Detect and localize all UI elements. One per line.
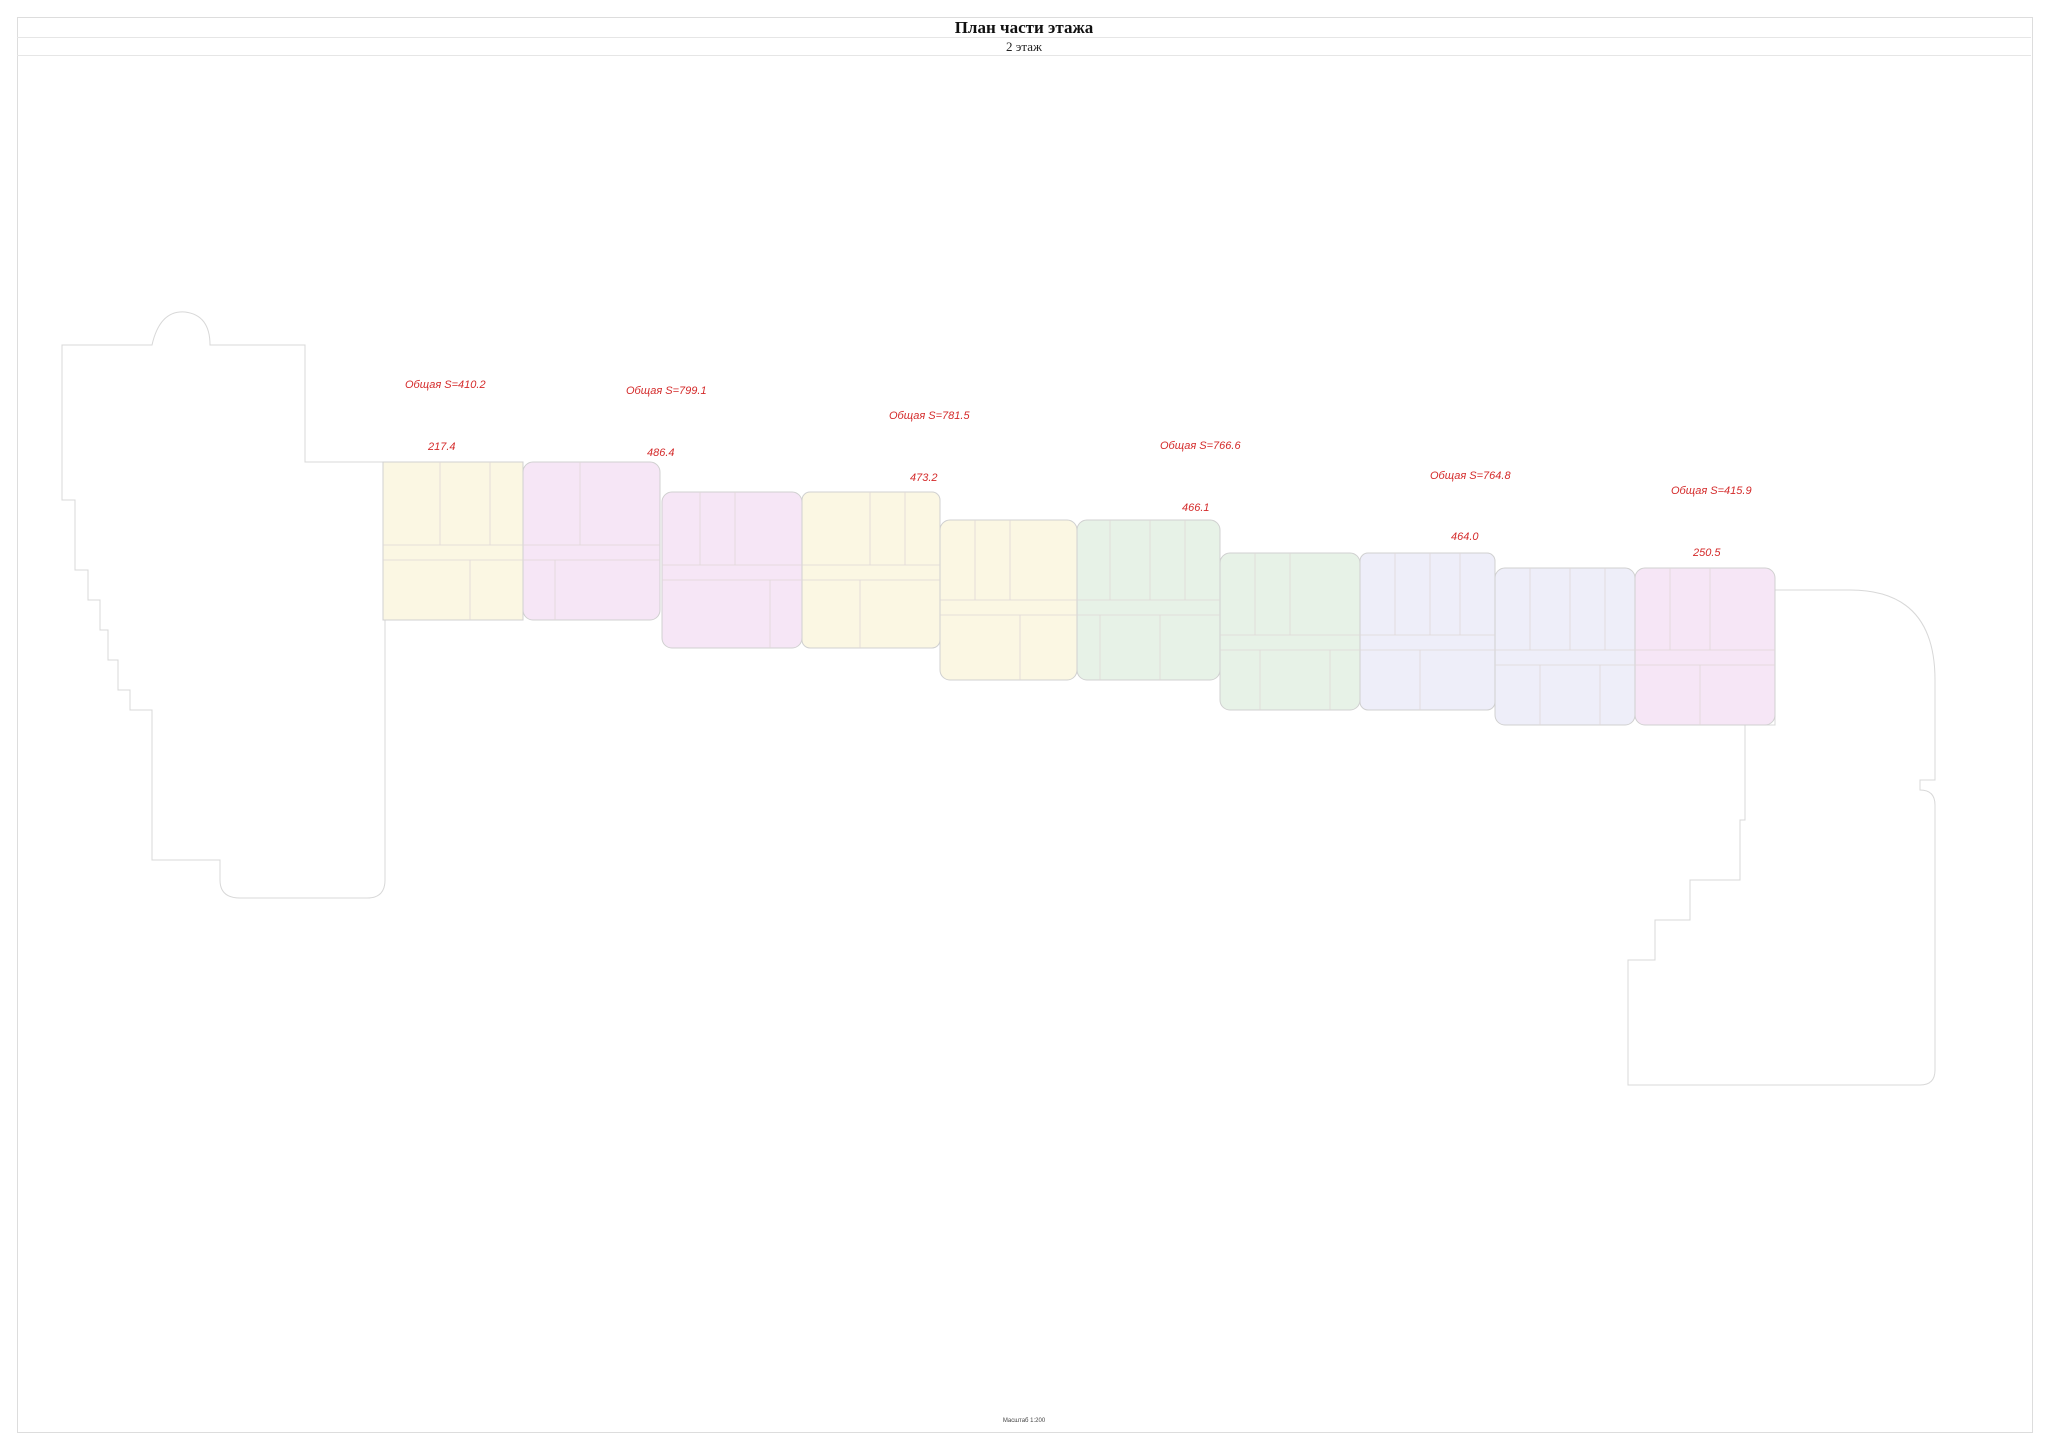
section-5-pink [1634, 567, 1776, 726]
section-annotations: Общая S=410.2 217.4 Общая S=799.1 486.4 … [405, 379, 1752, 559]
section-4-lavender [1359, 552, 1496, 711]
section-4-total: Общая S=766.6 [1160, 440, 1241, 452]
section-4-area: 466.1 [1182, 502, 1210, 514]
drawing-title: План части этажа [17, 17, 2031, 38]
section-1-total: Общая S=410.2 [405, 379, 486, 391]
section-6-total: Общая S=415.9 [1671, 485, 1752, 497]
section-1-yellow [382, 461, 524, 621]
section-1-area: 217.4 [427, 441, 456, 453]
section-5-total: Общая S=764.8 [1430, 470, 1511, 482]
right-wing-outline [1627, 589, 1936, 1086]
section-3-total: Общая S=781.5 [889, 410, 970, 422]
section-6-area: 250.5 [1692, 547, 1721, 559]
scale-label: Масштаб 1:200 [1002, 1418, 1046, 1424]
section-1-pink [522, 461, 661, 621]
section-2-total: Общая S=799.1 [626, 385, 707, 397]
drawing-frame [17, 17, 2033, 1433]
section-2-pink [661, 491, 803, 649]
section-2-yellow [801, 491, 941, 649]
floor-subtitle: 2 этаж [17, 38, 2031, 56]
left-wing-outline [61, 311, 386, 899]
section-3-area: 473.2 [910, 472, 938, 484]
room-partitions [383, 462, 1775, 725]
section-2-area: 486.4 [647, 447, 675, 459]
section-5-lavender [1494, 567, 1636, 726]
section-5-area: 464.0 [1451, 531, 1479, 543]
